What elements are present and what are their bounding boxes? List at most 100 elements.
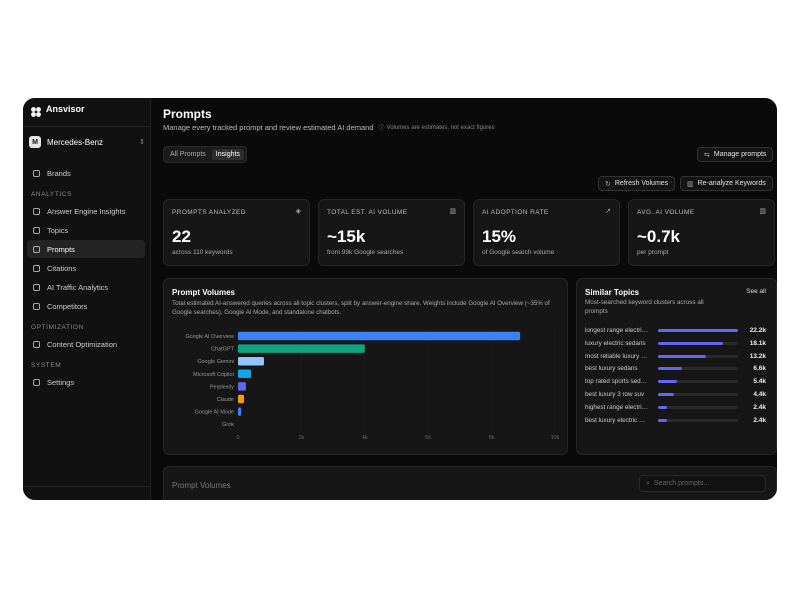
stat-value: 15% — [482, 227, 517, 246]
nav-item[interactable]: Content Optimization — [27, 335, 145, 353]
icon: ⇆ — [704, 151, 710, 159]
category-label: Google AI Overview — [185, 334, 234, 340]
nav-item[interactable]: Citations — [27, 259, 145, 277]
bar — [238, 382, 246, 391]
nav-label: Settings — [47, 377, 75, 387]
app-window: Ansvisor M Mercedes-Benz ⇕ Brands ANALYTI… — [23, 98, 777, 500]
stat-card: PROMPTS ANALYZED ◈ 22 across 110 keywords — [163, 199, 310, 266]
nav-item[interactable]: Answer Engine Insights — [27, 202, 145, 220]
topic-track — [658, 393, 738, 396]
topic-value: 4.4k — [753, 391, 766, 398]
bar — [238, 344, 365, 353]
search-input[interactable]: ⌕ Search prompts... — [639, 475, 766, 492]
manage-prompts-button[interactable]: ⇆ Manage prompts — [697, 147, 774, 162]
nav-item[interactable]: Settings — [27, 373, 145, 391]
nav-icon — [33, 207, 40, 215]
nav-icon — [33, 283, 40, 291]
brand-name: Ansvisor — [46, 104, 85, 114]
workspace-selector[interactable]: M Mercedes-Benz ⇕ — [29, 134, 145, 150]
refresh-button[interactable]: ↻ Refresh Volumes — [598, 176, 676, 191]
panel-title: Prompt Volumes — [172, 481, 231, 490]
topic-name: best luxury 3 row suv — [585, 391, 645, 398]
chart-panel: Prompt Volumes Total estimated AI-answer… — [163, 278, 568, 455]
stat-title: TOTAL EST. AI VOLUME — [327, 209, 408, 216]
reanalyze-button[interactable]: ▥ Re-analyze Keywords — [680, 176, 773, 191]
topic-name: luxury electric sedans — [585, 339, 646, 347]
nav-label: Topics — [47, 225, 69, 235]
topic-track — [658, 367, 738, 371]
topic-track — [658, 380, 738, 384]
category-label: Claude — [217, 397, 234, 403]
nav-item[interactable]: Competitors — [27, 297, 145, 315]
panel-title: Similar Topics — [585, 288, 640, 297]
category-label: Microsoft Copilot — [193, 372, 234, 378]
category-label: ChatGPT — [211, 347, 235, 353]
nav-label: Brands — [47, 168, 71, 178]
topic-name: top rated sports sed… — [585, 378, 647, 386]
x-tick-label: 10k — [551, 435, 560, 441]
nav-item[interactable]: AI Traffic Analytics — [27, 278, 145, 296]
topic-bar — [658, 405, 667, 409]
tab[interactable]: Insights — [211, 149, 244, 160]
stat-title: AI ADOPTION RATE — [482, 209, 549, 216]
tabs: All Prompts Insights — [163, 146, 247, 163]
stat-icon: ▥ — [449, 208, 456, 215]
stat-card: AVG. AI VOLUME ▥ ~0.7k per prompt — [628, 199, 775, 266]
button-label: Re-analyze Keywords — [697, 180, 766, 187]
nav-icon — [33, 302, 40, 310]
topic-name: highest range electri… — [585, 403, 649, 411]
category-label: Google Gemini — [197, 359, 234, 365]
x-tick-label: 4k — [362, 435, 368, 441]
stat-value: ~0.7k — [637, 227, 681, 246]
stat-sub: per prompt — [637, 249, 669, 256]
category-label: Grok — [222, 422, 234, 428]
nav-label: Competitors — [47, 301, 88, 311]
stat-title: PROMPTS ANALYZED — [172, 209, 246, 216]
nav-label: Answer Engine Insights — [47, 206, 126, 216]
nav-icon — [33, 226, 40, 234]
stat-sub: of Google search volume — [482, 249, 555, 256]
topic-value: 18.1k — [749, 339, 766, 347]
workspace-name: Mercedes-Benz — [47, 137, 104, 147]
stat-card: AI ADOPTION RATE ↗ 15% of Google search vol… — [473, 199, 620, 266]
icon: ▥ — [687, 180, 694, 188]
nav-item[interactable]: Prompts — [27, 240, 145, 258]
nav-item[interactable]: Topics — [27, 221, 145, 239]
topic-value: 6.6k — [753, 365, 766, 373]
divider — [23, 486, 151, 487]
prompt-table-panel: Prompt Volumes ⌕ Search prompts... — [163, 466, 777, 500]
subtitle-row: Manage every tracked prompt and review e… — [163, 123, 495, 132]
workspace-avatar: M — [29, 136, 41, 148]
x-tick-label: 8k — [489, 435, 495, 441]
topic-bar — [658, 329, 738, 332]
nav-icon — [33, 378, 40, 386]
stat-icon: ▥ — [759, 208, 766, 215]
topic-bar — [658, 380, 678, 384]
topic-bar — [658, 354, 706, 358]
topic-bar — [658, 418, 667, 422]
see-all-link[interactable]: See all — [746, 288, 766, 295]
search-icon: ⌕ — [646, 479, 650, 487]
bar — [238, 356, 264, 366]
stat-title: AVG. AI VOLUME — [637, 209, 695, 216]
stat-icon: ◈ — [295, 208, 301, 215]
topic-value: 22.2k — [749, 327, 766, 334]
tab[interactable]: All Prompts — [170, 151, 206, 158]
topic-bar — [658, 341, 724, 345]
nav-item[interactable]: Brands — [27, 164, 145, 182]
topic-bar — [658, 367, 682, 371]
search-placeholder: Search prompts... — [653, 480, 710, 487]
topic-name: most reliable luxury … — [585, 352, 648, 360]
topic-name: best luxury electric … — [585, 416, 646, 424]
stat-icon: ↗ — [605, 208, 611, 215]
nav-label: AI Traffic Analytics — [47, 282, 109, 292]
button-label: Refresh Volumes — [614, 180, 669, 187]
section-title: SYSTEM — [31, 362, 62, 369]
bar — [238, 407, 242, 416]
nav-icon — [33, 245, 40, 253]
section-title: OPTIMIZATION — [31, 324, 84, 331]
panel-subtitle: Most-searched keyword clusters across al… — [585, 299, 704, 315]
similar-topics-panel: Similar Topics See all Most-searched key… — [576, 278, 777, 455]
x-tick-label: 6k — [425, 435, 431, 441]
stat-value: 22 — [172, 227, 191, 246]
